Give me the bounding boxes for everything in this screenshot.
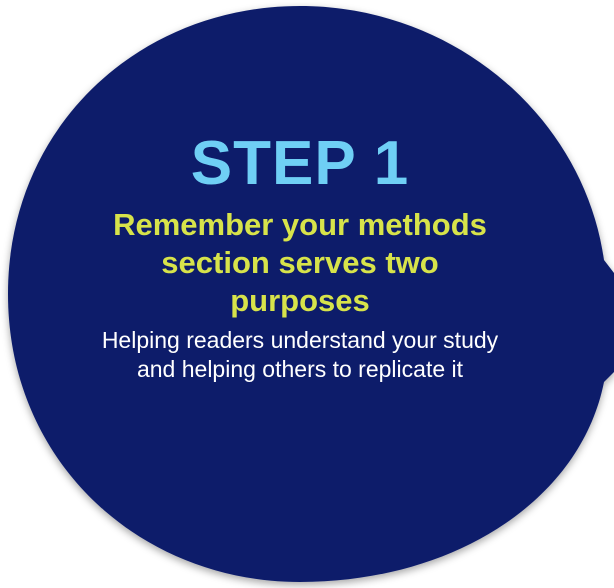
step-description: Helping readers understand your study an… [101, 327, 499, 382]
step-bubble-fill [8, 6, 614, 582]
step-content: STEP 1 Remember your methods section ser… [60, 128, 540, 384]
step-heading: Remember your methods section serves two… [113, 207, 487, 318]
step-title: STEP 1 [190, 129, 410, 198]
